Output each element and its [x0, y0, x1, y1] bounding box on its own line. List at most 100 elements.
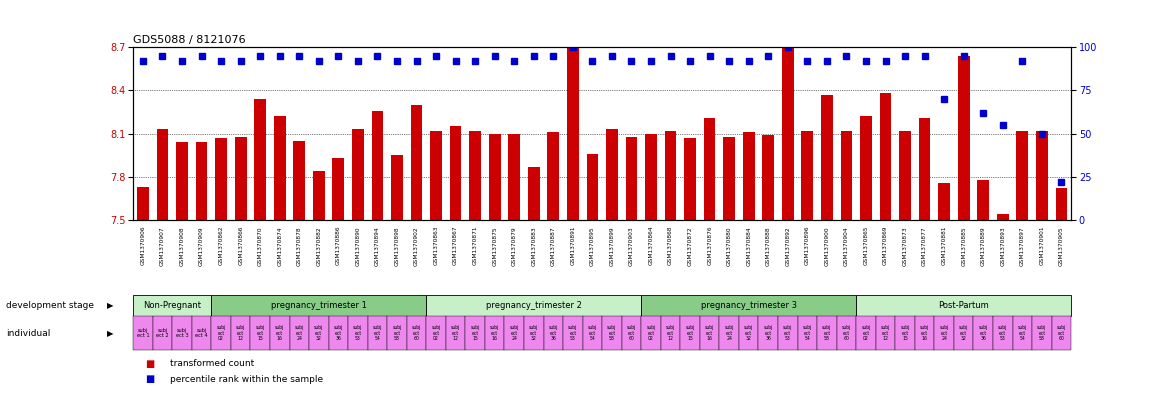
Text: GSM1370866: GSM1370866 — [239, 226, 243, 265]
Text: GSM1370899: GSM1370899 — [609, 226, 615, 266]
Text: GSM1370874: GSM1370874 — [277, 226, 283, 266]
Text: GSM1370862: GSM1370862 — [219, 226, 223, 266]
Text: subj
ect
02: subj ect 02 — [217, 325, 226, 341]
Text: Non-Pregnant: Non-Pregnant — [144, 301, 201, 310]
Text: subj
ect
16: subj ect 16 — [276, 325, 285, 341]
Text: subj
ect
24: subj ect 24 — [510, 325, 519, 341]
Text: ▶: ▶ — [107, 329, 113, 338]
Text: development stage: development stage — [6, 301, 94, 310]
Bar — [665, 131, 676, 220]
Text: GSM1370896: GSM1370896 — [805, 226, 809, 266]
Text: subj
ect
58: subj ect 58 — [1038, 325, 1047, 341]
Bar — [704, 118, 716, 220]
Text: GSM1370868: GSM1370868 — [668, 226, 673, 266]
Text: GSM1370871: GSM1370871 — [472, 226, 477, 266]
Text: subj
ect
32: subj ect 32 — [745, 325, 754, 341]
Text: GSM1370884: GSM1370884 — [746, 226, 752, 266]
Text: GSM1370890: GSM1370890 — [356, 226, 360, 266]
Text: GSM1370872: GSM1370872 — [688, 226, 692, 266]
Text: subj
ect 4: subj ect 4 — [196, 328, 208, 338]
Bar — [332, 158, 344, 220]
Text: GSM1370863: GSM1370863 — [433, 226, 439, 266]
Text: GDS5088 / 8121076: GDS5088 / 8121076 — [133, 35, 245, 45]
Bar — [255, 99, 266, 220]
Text: subj
ect
12: subj ect 12 — [450, 325, 460, 341]
Bar — [430, 131, 442, 220]
Bar — [469, 131, 481, 220]
Text: GSM1370883: GSM1370883 — [532, 226, 536, 266]
Text: subj
ect
60: subj ect 60 — [842, 325, 851, 341]
Text: subj
ect 1: subj ect 1 — [137, 328, 149, 338]
Text: percentile rank within the sample: percentile rank within the sample — [170, 375, 323, 384]
Text: Post-Partum: Post-Partum — [938, 301, 989, 310]
Text: GSM1370895: GSM1370895 — [589, 226, 595, 266]
Text: ■: ■ — [145, 358, 154, 369]
Bar — [176, 142, 188, 220]
Bar — [391, 155, 403, 220]
Text: GSM1370885: GSM1370885 — [961, 226, 966, 266]
Bar — [508, 134, 520, 220]
Bar — [293, 141, 305, 220]
Bar — [548, 132, 559, 220]
Text: subj
ect
15: subj ect 15 — [901, 325, 910, 341]
Text: GSM1370878: GSM1370878 — [296, 226, 302, 266]
Text: subj
ect
02: subj ect 02 — [432, 325, 441, 341]
Text: GSM1370892: GSM1370892 — [785, 226, 790, 266]
Text: GSM1370891: GSM1370891 — [571, 226, 576, 266]
Bar — [567, 47, 579, 220]
Text: subj
ect
36: subj ect 36 — [334, 325, 343, 341]
Text: subj
ect
15: subj ect 15 — [470, 325, 479, 341]
Text: GSM1370876: GSM1370876 — [708, 226, 712, 266]
Text: subj
ect
54: subj ect 54 — [802, 325, 812, 341]
Text: subj
ect
36: subj ect 36 — [979, 325, 988, 341]
Bar — [918, 118, 930, 220]
Text: GSM1370894: GSM1370894 — [375, 226, 380, 266]
Text: GSM1370873: GSM1370873 — [902, 226, 908, 266]
Text: GSM1370888: GSM1370888 — [765, 226, 771, 266]
Text: GSM1370881: GSM1370881 — [941, 226, 946, 266]
Bar — [684, 138, 696, 220]
Text: subj
ect
36: subj ect 36 — [763, 325, 772, 341]
Text: GSM1370901: GSM1370901 — [1040, 226, 1045, 266]
Bar — [215, 138, 227, 220]
Text: subj
ect
16: subj ect 16 — [919, 325, 929, 341]
Text: subj
ect
54: subj ect 54 — [373, 325, 382, 341]
Text: subj
ect
53: subj ect 53 — [783, 325, 792, 341]
Text: subj
ect
53: subj ect 53 — [998, 325, 1007, 341]
Text: GSM1370900: GSM1370900 — [824, 226, 829, 266]
Bar — [938, 183, 950, 220]
Bar — [841, 131, 852, 220]
Text: subj
ect
15: subj ect 15 — [686, 325, 695, 341]
Text: transformed count: transformed count — [170, 359, 255, 368]
Text: ■: ■ — [145, 374, 154, 384]
Text: subj
ect
02: subj ect 02 — [646, 325, 655, 341]
Bar — [489, 134, 500, 220]
Bar — [958, 56, 969, 220]
Text: subj
ect
02: subj ect 02 — [862, 325, 871, 341]
Text: GSM1370906: GSM1370906 — [140, 226, 146, 266]
Text: subj
ect 3: subj ect 3 — [176, 328, 189, 338]
Text: pregnancy_trimester 1: pregnancy_trimester 1 — [271, 301, 367, 310]
Text: GSM1370875: GSM1370875 — [492, 226, 497, 266]
Text: subj
ect
16: subj ect 16 — [705, 325, 714, 341]
Bar — [821, 95, 833, 220]
Bar — [625, 136, 637, 220]
Text: GSM1370879: GSM1370879 — [512, 226, 516, 266]
Text: individual: individual — [6, 329, 50, 338]
Text: subj
ect
24: subj ect 24 — [939, 325, 948, 341]
Bar — [1036, 131, 1048, 220]
Text: subj
ect
54: subj ect 54 — [588, 325, 598, 341]
Bar — [1017, 131, 1028, 220]
Bar — [724, 136, 735, 220]
Text: subj
ect
58: subj ect 58 — [822, 325, 831, 341]
Bar — [352, 129, 364, 220]
Text: subj
ect
53: subj ect 53 — [569, 325, 578, 341]
Text: subj
ect
53: subj ect 53 — [353, 325, 362, 341]
Text: GSM1370870: GSM1370870 — [258, 226, 263, 266]
Bar — [880, 93, 892, 220]
Bar — [449, 127, 461, 220]
Bar — [273, 116, 286, 220]
Text: GSM1370904: GSM1370904 — [844, 226, 849, 266]
Bar — [1055, 188, 1068, 220]
Bar — [411, 105, 423, 220]
